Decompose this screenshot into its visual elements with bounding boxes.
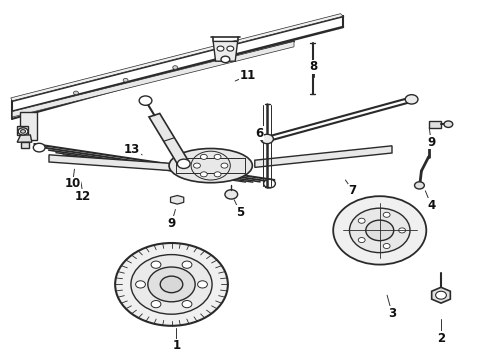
Text: 10: 10 [64, 177, 81, 190]
Polygon shape [213, 41, 238, 61]
Polygon shape [171, 195, 184, 204]
Circle shape [182, 261, 192, 268]
Circle shape [214, 154, 221, 159]
Circle shape [436, 291, 446, 299]
Circle shape [123, 78, 128, 82]
Circle shape [197, 281, 207, 288]
Polygon shape [17, 135, 32, 142]
Circle shape [415, 182, 424, 189]
Circle shape [225, 190, 238, 199]
Circle shape [115, 243, 228, 326]
Circle shape [214, 172, 221, 177]
Circle shape [444, 121, 453, 127]
Circle shape [18, 128, 28, 135]
Circle shape [349, 208, 410, 253]
Text: 11: 11 [239, 69, 256, 82]
Polygon shape [17, 126, 28, 135]
Circle shape [333, 196, 426, 265]
Circle shape [200, 154, 207, 159]
Circle shape [136, 281, 146, 288]
Text: 12: 12 [75, 190, 92, 203]
Circle shape [151, 261, 161, 268]
Circle shape [148, 267, 195, 302]
Circle shape [200, 172, 207, 177]
Circle shape [383, 243, 390, 248]
Text: 6: 6 [256, 127, 264, 140]
Circle shape [172, 66, 177, 69]
Polygon shape [12, 41, 294, 117]
Circle shape [131, 255, 212, 314]
Text: 2: 2 [437, 332, 445, 345]
Circle shape [217, 46, 224, 51]
Polygon shape [20, 112, 37, 140]
Circle shape [405, 95, 418, 104]
Circle shape [74, 91, 78, 95]
Circle shape [261, 134, 273, 144]
Polygon shape [21, 142, 29, 148]
Circle shape [358, 218, 365, 223]
Ellipse shape [169, 148, 252, 183]
Circle shape [139, 96, 152, 105]
Circle shape [194, 163, 200, 168]
Polygon shape [432, 287, 450, 303]
Text: 7: 7 [349, 184, 357, 197]
Circle shape [264, 179, 275, 188]
Circle shape [151, 301, 161, 308]
Circle shape [383, 212, 390, 217]
Text: 3: 3 [388, 307, 396, 320]
Circle shape [366, 220, 394, 241]
Polygon shape [11, 14, 343, 101]
Circle shape [221, 56, 230, 63]
Polygon shape [255, 146, 392, 167]
Circle shape [160, 276, 183, 293]
Text: 8: 8 [310, 60, 318, 73]
Circle shape [227, 46, 234, 51]
Circle shape [182, 301, 192, 308]
Circle shape [222, 53, 227, 57]
Circle shape [33, 143, 45, 152]
Polygon shape [49, 155, 176, 171]
Circle shape [221, 163, 228, 168]
Polygon shape [429, 121, 441, 128]
Text: 9: 9 [168, 217, 175, 230]
Text: 13: 13 [124, 143, 141, 156]
Text: 1: 1 [172, 339, 180, 352]
Text: 4: 4 [427, 199, 435, 212]
Circle shape [399, 228, 406, 233]
Circle shape [358, 238, 365, 243]
Polygon shape [149, 113, 189, 166]
Circle shape [177, 159, 190, 168]
Text: 9: 9 [427, 136, 435, 149]
Circle shape [21, 130, 25, 133]
Text: 5: 5 [236, 206, 244, 219]
